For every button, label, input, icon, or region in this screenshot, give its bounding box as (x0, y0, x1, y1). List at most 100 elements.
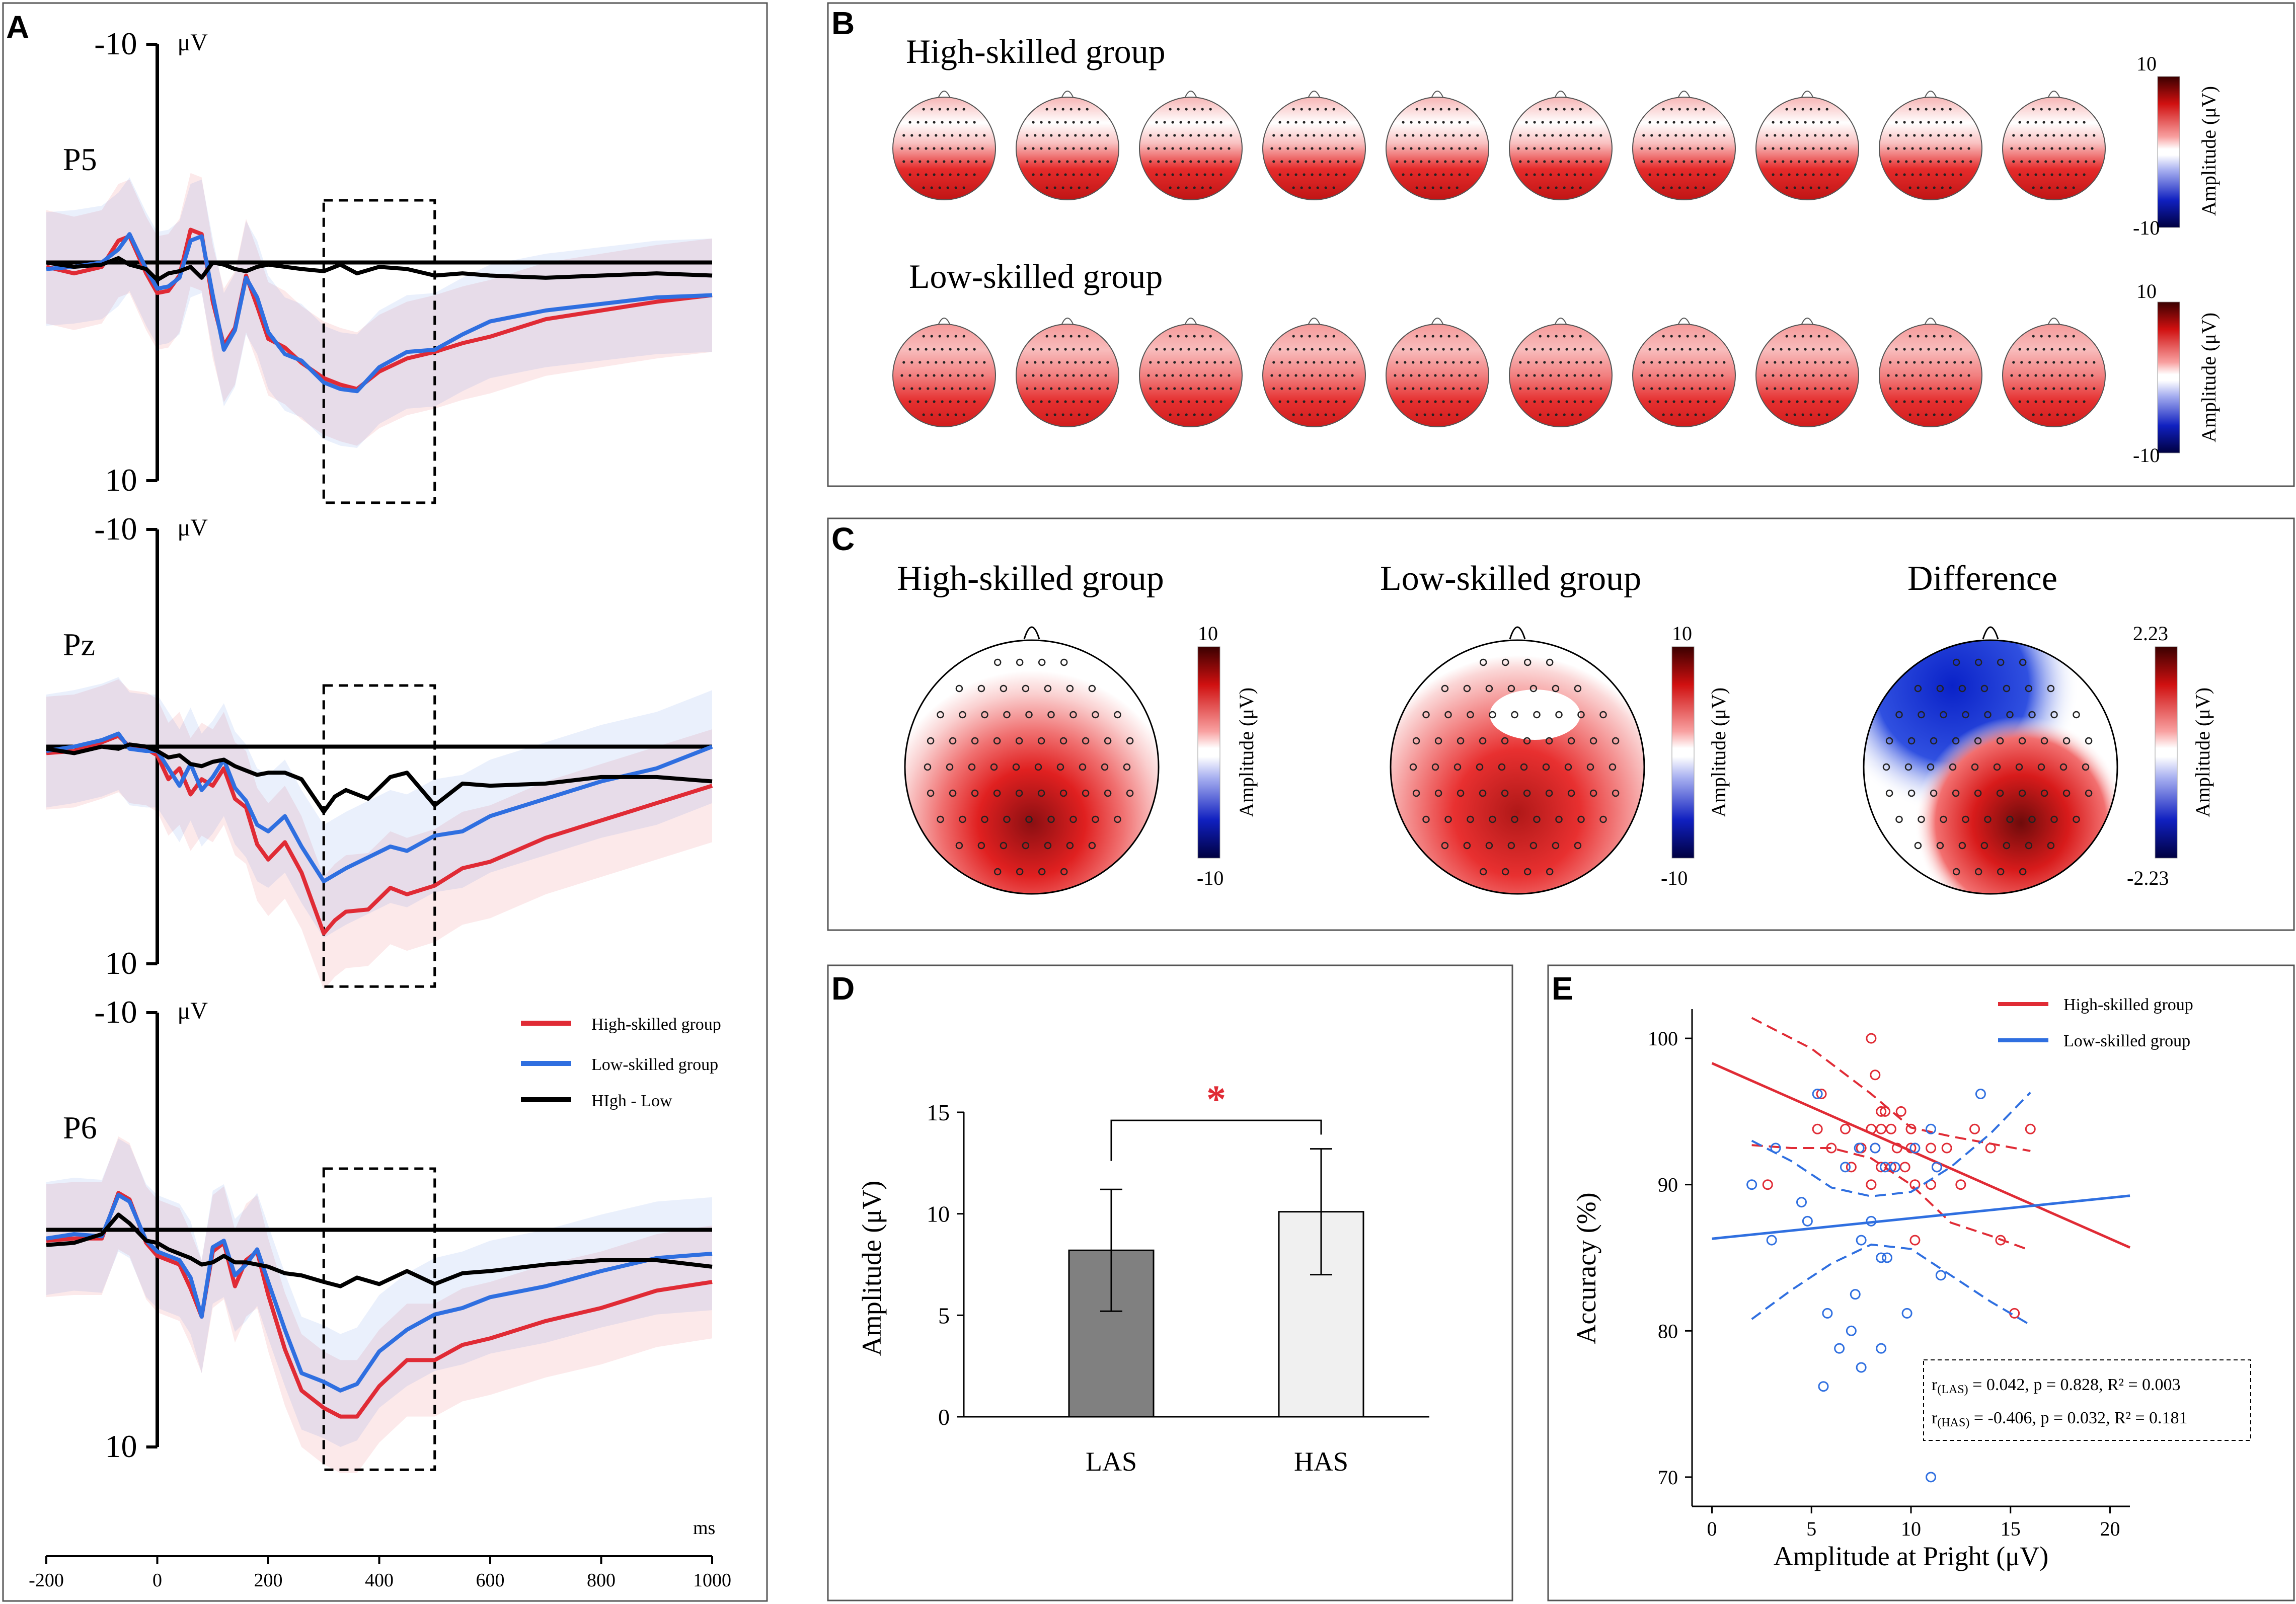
b-high-electrode (1844, 147, 1847, 150)
b-high-electrode (1305, 160, 1308, 163)
b-high-electrode (2075, 121, 2078, 124)
b-high-electrode (1642, 160, 1645, 163)
b-low-electrode (2091, 374, 2094, 377)
b-low-electrode (1642, 387, 1645, 390)
b-low-electrode (1707, 361, 1710, 364)
b-high-electrode (1809, 186, 1812, 189)
c-colorbar-diff: 2.23 -2.23 Amplitude (μV) (2127, 622, 2214, 889)
b-low-electrode (2012, 387, 2015, 390)
b-high-electrode (1828, 147, 1831, 150)
c-high-electrode (1047, 711, 1055, 719)
b-high-electrode (1080, 121, 1083, 124)
c-high-electrode (990, 763, 998, 771)
b-high-electrode (1280, 134, 1283, 137)
b-high-electrode (1040, 121, 1043, 124)
b-high-electrode (1782, 134, 1785, 137)
b-low-electrode (1911, 348, 1914, 351)
b-high-electrode (2018, 173, 2021, 176)
b-low-electrode (1694, 335, 1697, 338)
b-low-electrode (951, 361, 954, 364)
b-high-electrode (1442, 173, 1445, 176)
b-low-electrode (1343, 374, 1346, 377)
b-low-electrode (938, 413, 941, 416)
erp-p6-window (322, 1167, 436, 1471)
b-low-electrode (1458, 348, 1461, 351)
b-high-electrode (1197, 134, 1200, 137)
c-low-electrode (1567, 789, 1575, 797)
b-low-scalp (1016, 324, 1119, 427)
b-low-electrode (1181, 387, 1184, 390)
c-high-electrode (1088, 842, 1096, 850)
b-high-electrode (941, 173, 944, 176)
b-high-scalp (1509, 97, 1613, 200)
b-low-scalp (1509, 324, 1613, 427)
b-high-electrode (1450, 147, 1453, 150)
b-low-electrode (957, 348, 960, 351)
b-low-electrode (1450, 400, 1453, 403)
b-low-electrode (1917, 335, 1920, 338)
b-high-electrode (1042, 160, 1045, 163)
b-high-electrode (1335, 147, 1338, 150)
scatter-low-point (1846, 1325, 1857, 1336)
b-high-electrode (1292, 186, 1295, 189)
scatter-high-point (1876, 1106, 1887, 1117)
b-high-electrode (1187, 121, 1190, 124)
b-high-electrode (1670, 186, 1673, 189)
panel-letter-e: E (1552, 970, 1573, 1007)
b-low-electrode (1431, 413, 1434, 416)
b-high-electrode (1343, 121, 1346, 124)
c-high-electrode (1003, 711, 1011, 719)
b-low-electrode (1705, 400, 1708, 403)
b-high-electrode (1045, 186, 1048, 189)
scatter-low-point (1856, 1235, 1867, 1246)
c-diff-electrode (2006, 815, 2014, 823)
b-high-scalp (1755, 97, 1859, 200)
b-high-electrode (1969, 134, 1972, 137)
scatter-high-point (1866, 1033, 1877, 1044)
b-high-electrode (981, 147, 984, 150)
b-high-electrode (1599, 134, 1602, 137)
b-high-electrode (1088, 121, 1091, 124)
b-low-electrode (2042, 348, 2045, 351)
b-low-electrode (1648, 374, 1651, 377)
b-high-electrode (1702, 186, 1705, 189)
b-high-electrode (1069, 108, 1073, 111)
erp-y-bottom-label: 10 (105, 945, 137, 981)
b-high-electrode (1048, 147, 1051, 150)
b-low-electrode (1697, 348, 1700, 351)
b-high-electrode (1949, 186, 1952, 189)
b-low-electrode (1098, 387, 1101, 390)
b-low-electrode (1691, 361, 1694, 364)
b-low-electrode (2028, 387, 2031, 390)
b-low-electrode (943, 387, 946, 390)
b-low-electrode (1549, 400, 1552, 403)
b-high-electrode (2034, 147, 2037, 150)
c-diff-electrode (1885, 737, 1893, 745)
c-high-electrode (1034, 763, 1042, 771)
b-high-electrode (1181, 134, 1184, 137)
b-high-electrode (1959, 173, 1962, 176)
b-high-electrode (1444, 134, 1447, 137)
erp-p5-diff-line (46, 256, 713, 282)
scatter-low-point (1770, 1142, 1781, 1154)
c-high-electrode (946, 763, 954, 771)
b-low-nose (1801, 318, 1814, 326)
b-high-electrode (1074, 134, 1077, 137)
b-low-electrode (1096, 348, 1099, 351)
c-low-electrode (1529, 684, 1538, 693)
b-low-electrode (1648, 400, 1651, 403)
b-low-electrode (908, 400, 911, 403)
b-high-electrode (1567, 134, 1570, 137)
c-diff-electrode (1962, 815, 1969, 823)
b-low-electrode (1442, 400, 1445, 403)
b-high-electrode (1423, 108, 1426, 111)
b-low-electrode (2067, 400, 2070, 403)
c-high-electrode (1038, 868, 1046, 876)
b-low-electrode (1640, 374, 1643, 377)
b-high-electrode (1825, 186, 1828, 189)
b-low-electrode (1189, 387, 1192, 390)
c-high-electrode (955, 684, 963, 693)
b-low-electrode (954, 335, 957, 338)
b-high-electrode (1327, 121, 1330, 124)
panel-c: C High-skilled group Low-skilled group D… (827, 517, 2295, 931)
